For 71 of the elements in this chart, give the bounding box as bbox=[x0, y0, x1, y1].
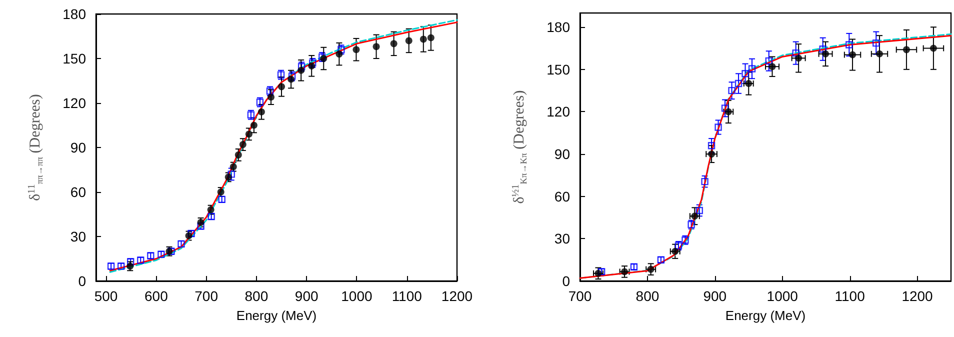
point bbox=[427, 34, 434, 42]
y-axis-title: δ11ππ→ππ (Degrees) bbox=[26, 94, 44, 201]
point bbox=[765, 57, 772, 65]
y-tick-label: 0 bbox=[78, 273, 86, 289]
point bbox=[724, 108, 732, 116]
point bbox=[239, 141, 246, 148]
y-tick-label: 120 bbox=[546, 104, 570, 120]
y-tick-label: 120 bbox=[62, 95, 86, 111]
point bbox=[390, 40, 398, 48]
point bbox=[714, 124, 722, 131]
point bbox=[234, 151, 242, 158]
point bbox=[691, 212, 698, 220]
x-tick-label: 1200 bbox=[441, 288, 473, 304]
point bbox=[672, 248, 679, 255]
point bbox=[745, 80, 752, 88]
point bbox=[372, 43, 380, 50]
x-tick-label: 1100 bbox=[834, 288, 866, 304]
x-tick-label: 900 bbox=[294, 288, 318, 304]
point bbox=[250, 122, 258, 129]
point bbox=[278, 83, 286, 90]
x-tick-label: 1200 bbox=[902, 288, 934, 304]
point bbox=[768, 63, 776, 70]
point bbox=[594, 270, 602, 277]
x-tick-label: 800 bbox=[244, 288, 268, 304]
y-axis-title: δ½1Kπ→Kπ (Degrees) bbox=[510, 90, 528, 204]
point bbox=[352, 46, 360, 54]
y-tick-label: 60 bbox=[70, 184, 86, 200]
y-tick-label: 60 bbox=[554, 188, 570, 204]
x-tick-label: 1000 bbox=[766, 288, 798, 304]
point bbox=[846, 41, 853, 48]
point bbox=[621, 268, 628, 276]
x-axis-title: Energy (MeV) bbox=[236, 308, 317, 323]
point bbox=[701, 178, 708, 186]
y-tick-label: 180 bbox=[62, 6, 86, 22]
point bbox=[245, 130, 252, 138]
x-tick-label: 500 bbox=[94, 288, 118, 304]
x-tick-label: 800 bbox=[636, 288, 660, 304]
x-tick-label: 600 bbox=[144, 288, 168, 304]
x-axis-title: Energy (MeV) bbox=[725, 308, 806, 323]
y-tick-label: 150 bbox=[62, 50, 86, 66]
x-tick-label: 1100 bbox=[392, 288, 422, 304]
point bbox=[849, 51, 856, 58]
point bbox=[308, 62, 316, 70]
point bbox=[420, 36, 427, 43]
y-tick-label: 90 bbox=[554, 146, 570, 162]
point bbox=[647, 266, 654, 273]
point bbox=[728, 86, 736, 94]
y-tick-label: 150 bbox=[546, 61, 570, 78]
x-tick-label: 900 bbox=[703, 288, 727, 304]
y-tick-label: 30 bbox=[554, 230, 570, 247]
point bbox=[795, 54, 802, 62]
point bbox=[930, 44, 937, 52]
y-tick-label: 30 bbox=[70, 228, 86, 244]
point bbox=[872, 39, 880, 47]
y-tick-label: 180 bbox=[546, 19, 570, 36]
point bbox=[876, 50, 883, 58]
point bbox=[288, 72, 296, 80]
point bbox=[742, 70, 749, 78]
point bbox=[819, 46, 826, 53]
x-tick-label: 1000 bbox=[341, 288, 372, 304]
y-tick-label: 90 bbox=[70, 140, 86, 156]
point bbox=[696, 206, 703, 214]
point bbox=[822, 50, 830, 58]
point bbox=[721, 104, 729, 112]
point bbox=[405, 37, 412, 44]
x-tick-label: 700 bbox=[568, 288, 592, 304]
y-tick-label: 0 bbox=[562, 273, 570, 289]
x-tick-label: 700 bbox=[194, 288, 218, 304]
point bbox=[748, 65, 756, 72]
point bbox=[902, 46, 910, 54]
point bbox=[792, 49, 800, 57]
